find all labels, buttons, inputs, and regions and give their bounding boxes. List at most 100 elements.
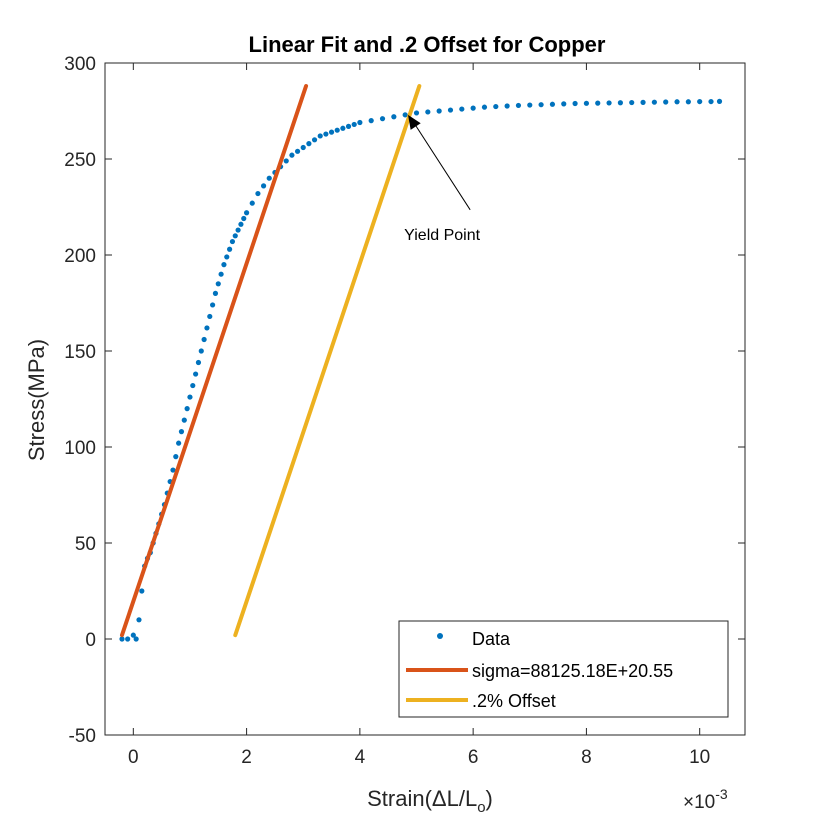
data-point xyxy=(357,119,363,126)
data-point xyxy=(193,371,199,377)
data-point xyxy=(300,144,306,151)
data-point xyxy=(697,98,703,105)
y-tick-label: 0 xyxy=(85,630,96,651)
data-point xyxy=(617,100,623,106)
x-axis-exponent-base: ×10 xyxy=(683,792,715,813)
data-point xyxy=(224,254,230,260)
annotation-yield-point: Yield Point xyxy=(404,227,480,244)
data-point xyxy=(493,103,499,110)
data-point xyxy=(368,118,374,124)
data-point xyxy=(323,131,329,137)
data-point xyxy=(221,262,227,268)
data-point xyxy=(294,148,301,154)
data-point xyxy=(173,454,179,460)
data-point xyxy=(133,636,139,642)
data-point xyxy=(583,100,590,106)
y-tick-label: 200 xyxy=(64,246,96,267)
data-point xyxy=(207,313,213,320)
annotation-arrow-shaft xyxy=(411,119,471,211)
data-point xyxy=(481,104,488,110)
data-point xyxy=(306,141,312,147)
data-point xyxy=(187,394,193,400)
data-point xyxy=(198,348,204,354)
y-tick-label: 300 xyxy=(64,54,96,75)
data-point xyxy=(201,336,207,343)
data-point xyxy=(241,215,247,222)
data-point xyxy=(311,137,318,143)
data-point xyxy=(447,107,454,113)
annotation-layer: Yield Point xyxy=(404,114,481,244)
legend-label-offset: .2% Offset xyxy=(472,691,556,711)
data-point xyxy=(606,100,612,106)
data-point xyxy=(218,271,224,277)
data-point xyxy=(238,221,244,227)
data-point xyxy=(515,102,522,109)
data-point xyxy=(334,127,340,133)
data-point xyxy=(629,99,635,106)
data-point xyxy=(266,175,272,181)
data-point xyxy=(255,190,261,197)
data-point xyxy=(212,290,219,296)
x-tick-label: 0 xyxy=(128,747,139,768)
data-point xyxy=(685,99,691,105)
data-point xyxy=(232,233,238,239)
legend-marker-data xyxy=(437,633,443,639)
data-point xyxy=(391,114,397,120)
data-point xyxy=(283,158,289,164)
annotation-arrow-head xyxy=(408,114,421,130)
data-point xyxy=(328,129,335,135)
data-point xyxy=(470,105,476,111)
x-tick-label: 10 xyxy=(689,747,710,768)
data-point xyxy=(215,281,221,287)
legend: Data sigma=88125.18E+20.55 .2% Offset xyxy=(398,620,729,718)
data-point xyxy=(674,99,680,105)
data-point xyxy=(663,99,669,105)
data-point xyxy=(640,99,646,105)
data-point xyxy=(184,406,190,412)
legend-label-data: Data xyxy=(472,629,511,649)
data-point xyxy=(425,109,431,115)
data-point xyxy=(136,617,142,623)
data-point xyxy=(210,302,216,308)
data-point xyxy=(716,98,723,104)
data-point xyxy=(436,108,442,114)
x-tick-label: 8 xyxy=(581,747,592,768)
data-point xyxy=(527,102,533,108)
y-tick-label: 250 xyxy=(64,150,96,171)
data-point xyxy=(130,632,136,638)
ticks-layer: 0 2 4 6 8 10 -50 0 50 100 150 200 250 300 xyxy=(64,54,745,768)
data-point xyxy=(595,100,601,106)
y-axis-label: Stress(MPa) xyxy=(24,339,49,461)
data-point xyxy=(538,102,544,108)
x-tick-label: 4 xyxy=(355,747,366,768)
data-point xyxy=(413,110,420,116)
data-point xyxy=(351,121,357,128)
chart-title: Linear Fit and .2 Offset for Copper xyxy=(249,32,606,57)
x-axis-label-main: Strain(ΔL/L xyxy=(367,786,477,811)
data-point xyxy=(170,467,176,473)
data-point xyxy=(651,99,657,105)
data-point xyxy=(572,100,578,107)
data-point xyxy=(504,103,510,109)
data-point xyxy=(317,133,323,139)
data-point xyxy=(176,440,182,446)
x-tick-label: 6 xyxy=(468,747,479,768)
y-tick-label: -50 xyxy=(69,726,96,747)
y-tick-label: 50 xyxy=(75,534,96,555)
x-axis-label-subscript: o xyxy=(477,799,485,816)
data-point xyxy=(204,325,210,331)
linear-fit-line xyxy=(119,84,309,638)
offset-line xyxy=(233,84,422,638)
x-axis-exponent: ×10-3 xyxy=(683,786,728,813)
series-layer xyxy=(119,84,723,642)
data-point xyxy=(289,152,295,158)
data-point xyxy=(125,636,131,642)
x-tick-label: 2 xyxy=(241,747,252,768)
data-point xyxy=(260,183,267,189)
data-point xyxy=(459,106,465,112)
data-point xyxy=(178,429,185,435)
data-point xyxy=(379,116,386,122)
data-point xyxy=(181,417,187,423)
data-point xyxy=(402,112,408,118)
